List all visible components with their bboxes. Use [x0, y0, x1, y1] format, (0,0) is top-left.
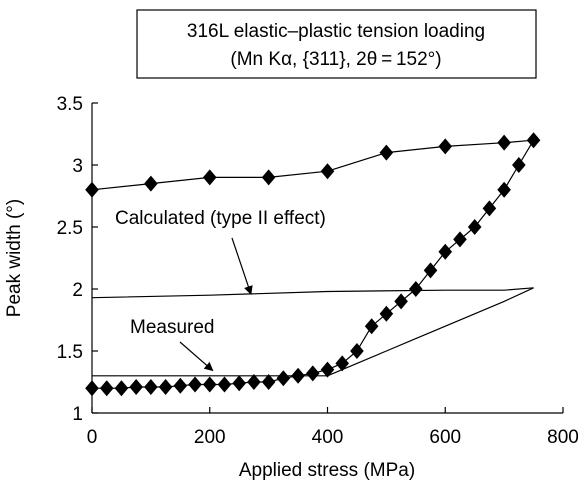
data-point-diamond	[261, 374, 276, 390]
data-point-diamond	[188, 376, 202, 393]
x-tick-label: 400	[312, 427, 344, 448]
series-layer	[91, 139, 535, 389]
data-point-diamond	[144, 378, 158, 395]
data-point-diamond	[526, 132, 541, 149]
data-point-diamond	[247, 374, 261, 390]
data-point-diamond	[350, 343, 364, 359]
annotation-measured-text: Measured	[130, 317, 215, 338]
data-point-diamond	[497, 134, 511, 151]
annotation-measured: Measured	[130, 317, 215, 372]
data-point-diamond	[305, 365, 320, 382]
data-point-diamond	[202, 376, 217, 393]
series-line-0	[91, 139, 535, 389]
data-point-diamond	[335, 355, 350, 372]
series-line-2	[91, 287, 534, 377]
data-point-diamond	[379, 144, 394, 161]
data-point-diamond	[85, 181, 99, 198]
markers-layer	[85, 132, 541, 397]
y-tick-label: 3.5	[57, 94, 83, 115]
data-point-diamond	[144, 175, 158, 192]
data-point-diamond	[394, 293, 408, 310]
y-tick-label: 2	[72, 280, 83, 301]
x-tick-label: 0	[87, 427, 98, 448]
data-point-diamond	[438, 243, 453, 260]
data-point-diamond	[158, 378, 173, 395]
chart-title-box: 316L elastic–plastic tension loading (Mn…	[136, 9, 537, 79]
axis-ticks: 0 200 400 600 800 1 1.5 2 2.5 3 3.5	[57, 94, 579, 448]
x-tick-label: 800	[547, 427, 579, 448]
data-point-diamond	[467, 219, 482, 235]
data-point-diamond	[409, 281, 423, 297]
data-point-diamond	[320, 361, 335, 378]
data-point-diamond	[217, 376, 232, 393]
data-point-diamond	[85, 380, 99, 397]
y-tick-label: 1	[72, 404, 83, 425]
annotation-measured-arrow	[179, 341, 214, 372]
data-point-diamond	[114, 380, 129, 397]
data-point-diamond	[379, 305, 394, 322]
chart-title-line-1: 316L elastic–plastic tension loading	[187, 21, 485, 42]
x-tick-label: 200	[194, 427, 226, 448]
data-point-diamond	[202, 169, 217, 186]
data-point-diamond	[173, 377, 188, 394]
chart-title-line-2: (Mn Kα, {311}, 2θ = 152°)	[230, 49, 441, 70]
y-tick-label: 1.5	[57, 342, 83, 363]
data-point-diamond	[364, 318, 379, 335]
annotation-calculated: Calculated (type II effect)	[115, 208, 326, 296]
x-axis-label: Applied stress (MPa)	[239, 460, 415, 481]
data-point-diamond	[512, 157, 526, 173]
data-point-diamond	[497, 181, 511, 198]
x-tick-label: 600	[429, 427, 461, 448]
annotation-calculated-arrow	[231, 237, 253, 296]
data-point-diamond	[453, 231, 467, 248]
data-point-diamond	[320, 163, 335, 180]
y-tick-label: 2.5	[57, 218, 83, 239]
data-point-diamond	[232, 375, 246, 392]
series-line-1	[91, 287, 534, 299]
y-axis-label: Peak width (°)	[4, 199, 25, 317]
data-point-diamond	[129, 378, 143, 395]
y-tick-label: 3	[72, 156, 83, 177]
data-point-diamond	[423, 262, 438, 279]
data-point-diamond	[438, 138, 453, 155]
data-point-diamond	[99, 380, 114, 397]
data-point-diamond	[291, 367, 305, 384]
data-point-diamond	[261, 169, 276, 186]
data-point-diamond	[482, 200, 497, 217]
annotation-calculated-text: Calculated (type II effect)	[115, 208, 326, 229]
data-point-diamond	[276, 370, 291, 387]
title-frame	[136, 9, 537, 79]
